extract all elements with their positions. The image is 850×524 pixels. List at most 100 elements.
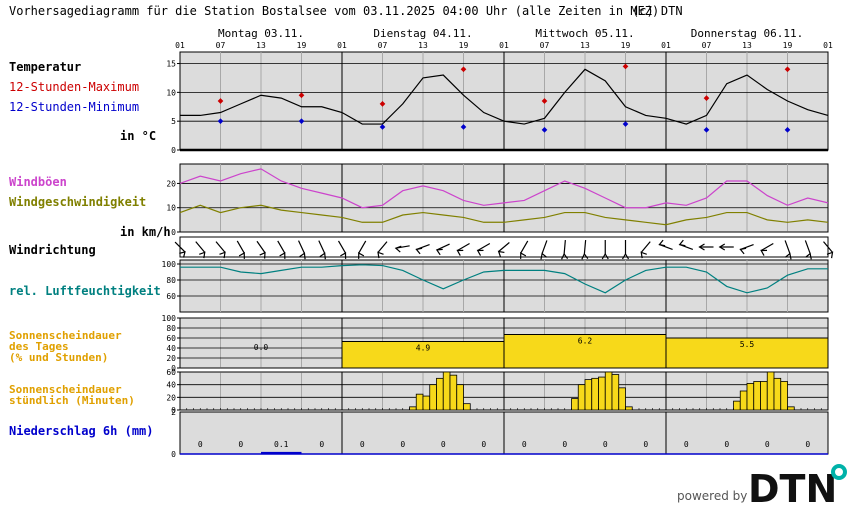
label-tmin: 12-Stunden-Minimum [9,100,140,114]
hour-tick-label: 13 [742,41,752,50]
y-tick-label: 20 [166,354,176,363]
wind-arrow [195,241,206,259]
wind-arrow [377,241,388,259]
wind-arrow-shaft [760,242,774,252]
wind-arrow-shaft [297,240,306,254]
sunshine-hourly-bar [442,371,451,411]
y-tick-label: 60 [166,368,176,377]
hour-tick-label: 19 [621,41,631,50]
hour-tick-label: 19 [783,41,793,50]
wind-arrow-head [476,249,484,256]
sunshine-hourly-bar [787,406,795,411]
wind-arrow-head [678,239,686,247]
hour-tick-label: 01 [823,41,833,50]
wind-arrow-head [259,251,266,259]
wind-arrow [318,240,326,260]
sunshine-hourly-bar [739,390,748,411]
tmax-point [217,98,224,104]
label-tmax: 12-Stunden-Maximum [9,80,140,94]
sunshine-daily-label: 0.0 [254,343,269,352]
wind-arrow-head [219,251,226,259]
wind-arrow-shaft [583,239,587,255]
wind-arrow [277,240,286,259]
wind-arrow [358,240,367,259]
wind-arrow-head [358,252,365,259]
hour-tick-label: 19 [297,41,307,50]
hour-tick-label: 13 [418,41,428,50]
wind-arrow-shaft [236,240,245,254]
sunshine-hourly-bar [625,406,633,411]
y-tick-label: 15 [166,60,176,69]
wind-arrow-shaft [457,242,470,252]
sunshine-hourly-bar [429,384,437,411]
wind-arrow-shaft [520,240,529,254]
sunshine-hourly-bar [733,400,741,411]
precip-label: 0 [400,440,405,449]
wind-arrow-shaft [215,241,226,253]
precip-label: 0 [643,440,648,449]
wind-arrow [561,239,569,260]
wind-arrow-shaft [640,241,651,253]
svg-text:DTN: DTN [748,467,837,506]
sunshine-hourly-bar [456,384,464,411]
wind-arrow-head [415,247,423,255]
label-feuchte: rel. Luftfeuchtigkeit [9,284,161,298]
sunshine-hourly-bar [753,381,761,411]
precip-label: 0.1 [274,440,289,449]
wind-arrow-shaft [377,241,388,253]
wind-arrow [658,239,673,250]
tmax-point [460,66,467,73]
label-temp-unit: in °C [120,129,157,143]
chart-title: Vorhersagediagramm für die Station Bosta… [9,4,660,18]
y-tick-label: 0 [171,406,176,415]
wind-arrow-head [540,252,548,260]
sunshine-hourly-bar [577,384,586,411]
precip-label: 0 [481,440,486,449]
wind-arrow-head [497,250,505,258]
wind-arrow-shaft [477,242,491,252]
sunshine-hourly-bar [571,398,579,411]
wind-arrow [698,243,714,251]
sunshine-hourly-bar [449,374,458,411]
wind-arrow [621,240,630,260]
y-tick-label: 0 [171,146,176,155]
label-niederschlag: Niederschlag 6h (mm) [9,424,154,438]
sunshine-daily-label: 6.2 [578,337,593,346]
sunshine-hourly-bar [760,381,768,411]
wind-arrow-shaft [337,240,347,254]
wind-arrow-head [718,243,726,251]
sunshine-daily-label: 4.9 [416,344,431,353]
y-tick-label: 0 [171,450,176,459]
wind-arrow-shaft [823,241,833,253]
wind-arrow-head [299,252,306,260]
sunshine-hourly-bar [604,371,613,411]
wind-arrow [784,240,792,260]
sunshine-hourly-bar [611,374,620,411]
wind-arrow-shaft [195,241,206,253]
y-tick-label: 5 [171,117,176,126]
y-tick-label: 2 [171,408,176,417]
wind-arrow-head [319,252,326,260]
tmax-point [379,101,386,107]
wind-arrow-shaft [498,242,510,252]
y-tick-label: 10 [166,88,176,97]
tmin-point [298,118,305,125]
wind-arrow-shaft [541,240,548,254]
tmin-point [379,124,386,130]
powered-by-text: powered by [677,489,748,503]
precip-bar [261,451,302,454]
sunshine-hourly-bar [618,387,626,411]
wind-arrow [540,240,548,260]
y-tick-label: 10 [166,204,176,213]
hour-tick-label: 13 [580,41,590,50]
precip-label: 0 [522,440,527,449]
wind-arrow-head [805,252,812,260]
wind-arrow-head [784,252,792,260]
wind-arrow-shaft [318,240,326,254]
wind-arrow-head [520,252,527,259]
sunshine-hourly-bar [415,393,424,411]
precip-label: 0 [603,440,608,449]
sunshine-hourly-bar [773,377,782,411]
tmin-point [217,118,224,125]
